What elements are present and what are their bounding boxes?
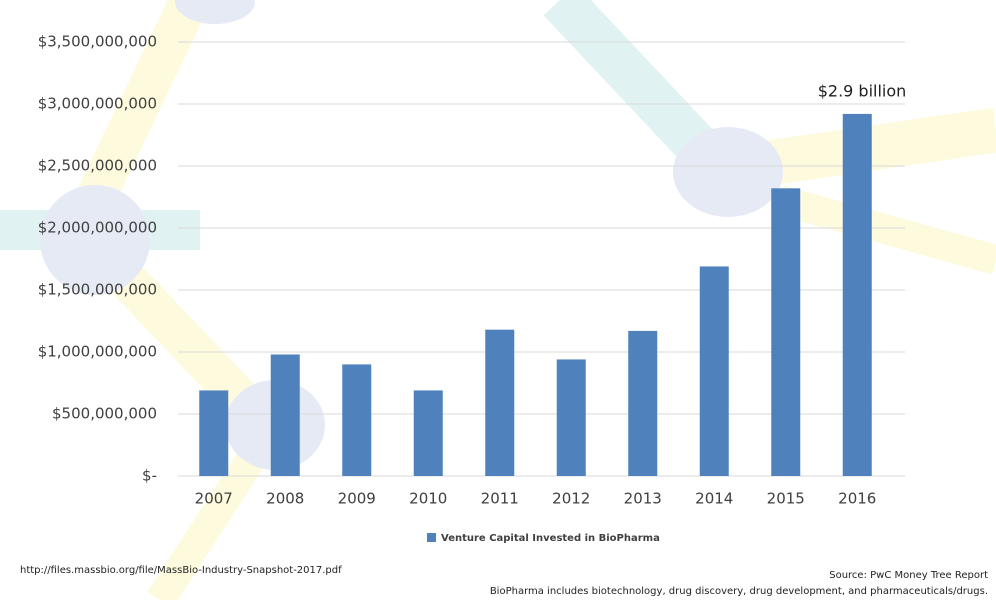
source-url: http://files.massbio.org/file/MassBio-In… xyxy=(20,565,342,576)
y-tick-label: $2,000,000,000 xyxy=(38,219,157,237)
source: Source: PwC Money Tree Report xyxy=(829,570,988,581)
y-tick-label: $- xyxy=(142,467,157,485)
y-tick-label: $1,500,000,000 xyxy=(38,281,157,299)
x-tick-label: 2011 xyxy=(481,490,519,508)
bar xyxy=(556,359,586,476)
bar xyxy=(485,329,515,476)
x-tick-label: 2013 xyxy=(624,490,662,508)
x-tick-label: 2007 xyxy=(195,490,233,508)
bar xyxy=(199,390,229,476)
y-tick-label: $2,500,000,000 xyxy=(38,157,157,175)
bar xyxy=(342,364,372,476)
x-tick-label: 2015 xyxy=(767,490,805,508)
x-tick-label: 2012 xyxy=(552,490,590,508)
bar xyxy=(628,330,658,476)
x-tick-label: 2009 xyxy=(338,490,376,508)
y-tick-label: $500,000,000 xyxy=(52,405,157,423)
annotation: $2.9 billion xyxy=(818,82,907,101)
legend-label: Venture Capital Invested in BioPharma xyxy=(441,533,660,544)
y-tick-label: $3,000,000,000 xyxy=(38,95,157,113)
y-tick-label: $1,000,000,000 xyxy=(38,343,157,361)
bar xyxy=(771,188,801,476)
x-tick-label: 2016 xyxy=(838,490,876,508)
y-tick-label: $3,500,000,000 xyxy=(38,33,157,51)
x-tick-label: 2008 xyxy=(266,490,304,508)
bar xyxy=(270,354,300,476)
note: BioPharma includes biotechnology, drug d… xyxy=(490,586,988,597)
legend-swatch xyxy=(427,533,436,542)
bar xyxy=(699,266,729,476)
bar xyxy=(842,113,872,477)
x-tick-label: 2010 xyxy=(409,490,447,508)
bar xyxy=(413,390,443,476)
x-tick-label: 2014 xyxy=(695,490,733,508)
